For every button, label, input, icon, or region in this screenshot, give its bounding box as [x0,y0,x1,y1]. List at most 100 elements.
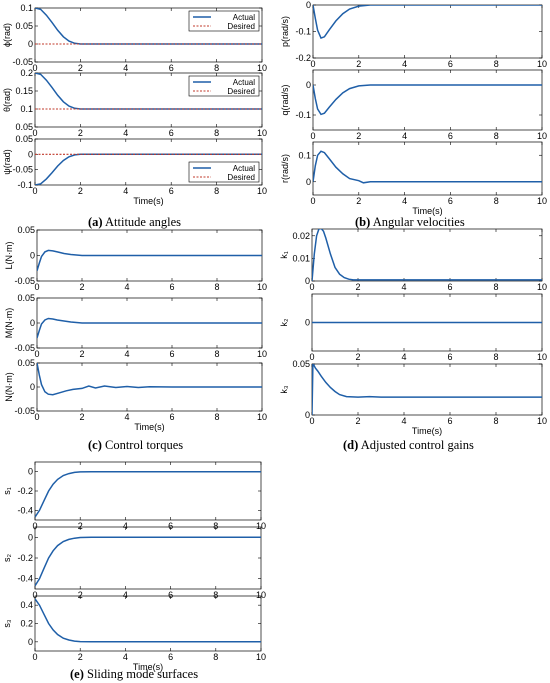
x-tick-label: 6 [447,282,452,292]
series-line-actual [35,470,261,518]
x-tick-label: 6 [169,63,174,73]
x-tick-label: 2 [79,282,84,292]
x-tick-label: 6 [169,349,174,359]
y-tick-label: -0.05 [14,276,35,286]
y-tick-label: 0 [28,532,33,542]
x-tick-label: 6 [448,59,453,69]
x-tick-label: 6 [448,196,453,206]
x-tick-label: 10 [537,59,547,69]
x-tick-label: 10 [257,349,267,359]
y-axis-label: k₃ [279,385,289,394]
x-tick-label: 4 [124,349,129,359]
x-tick-label: 4 [402,131,407,141]
x-tick-label: 10 [256,521,266,531]
x-tick-label: 10 [537,196,547,206]
x-tick-label: 8 [494,196,499,206]
x-tick-label: 8 [493,416,498,426]
x-axis-label: Time(s) [412,426,442,436]
y-tick-label: 0 [28,467,33,477]
axes-frame [312,69,543,131]
x-tick-label: 8 [214,186,219,196]
x-tick-label: 2 [355,352,360,362]
x-axis-label: Time(s) [412,206,442,216]
x-tick-label: 0 [34,349,39,359]
y-axis-label: r(rad/s) [280,154,290,183]
y-tick-label: 0.05 [17,358,35,368]
x-tick-label: 2 [356,131,361,141]
y-axis-label: N(N·m) [4,372,14,402]
x-tick-label: 10 [537,282,547,292]
y-tick-label: -0.2 [295,53,311,63]
x-tick-label: 0 [32,128,37,138]
y-tick-label: 0.1 [20,3,33,13]
caption-c-letter: (c) [88,438,102,452]
caption-a: (a) Attitude angles [88,215,181,230]
y-tick-label: 0.05 [17,225,35,235]
x-tick-label: 8 [493,352,498,362]
caption-c: (c) Control torques [88,438,183,453]
x-tick-label: 4 [123,186,128,196]
y-tick-label: -0.2 [17,486,33,496]
y-tick-label: -0.05 [14,406,35,416]
x-tick-label: 8 [214,412,219,422]
x-tick-label: 6 [169,282,174,292]
y-axis-label: ϕ(rad) [2,23,12,47]
y-axis-label: s₃ [2,619,12,628]
x-tick-label: 6 [447,352,452,362]
x-tick-label: 0 [32,652,37,662]
x-tick-label: 8 [213,590,218,600]
axes-frame [34,72,263,128]
x-tick-label: 4 [401,416,406,426]
x-tick-label: 4 [123,63,128,73]
series-line-actual [313,84,542,116]
y-tick-label: 0.05 [15,21,33,31]
x-tick-label: 4 [402,59,407,69]
x-tick-label: 10 [257,63,267,73]
series-line-actual [35,536,261,587]
legend-box [188,10,260,32]
caption-a-text: Attitude angles [102,215,182,229]
caption-e-letter: (e) [70,667,84,681]
x-tick-label: 2 [78,521,83,531]
x-tick-label: 2 [79,412,84,422]
x-tick-label: 10 [537,352,547,362]
x-tick-label: 4 [123,521,128,531]
subplot-b1: 0 2 4 6 8 10 -0.2 -0.1 0 p(rad/s) [280,0,547,69]
x-tick-label: 6 [447,416,452,426]
y-axis-label: ψ(rad) [2,149,12,174]
legend-actual-label: Actual [233,78,255,87]
x-tick-label: 2 [78,63,83,73]
x-tick-label: 4 [402,196,407,206]
x-tick-label: 2 [355,416,360,426]
x-tick-label: 8 [213,652,218,662]
y-tick-label: 0.1 [298,150,311,160]
x-tick-label: 10 [257,186,267,196]
subplot-a3: 0 2 4 6 8 10 -0.1 -0.05 0 0.05ψ(rad) Time(s) Actual… [2,134,267,206]
y-tick-label: -0.1 [17,180,33,190]
y-tick-label: 0 [306,0,311,10]
x-tick-label: 0 [32,63,37,73]
x-tick-label: 4 [401,352,406,362]
subplot-d3: 0 2 4 6 8 10 0 0.05 k₃ Time(s) [279,359,547,436]
x-axis-label: Time(s) [133,196,163,206]
x-tick-label: 10 [537,131,547,141]
y-tick-label: -0.1 [295,27,311,37]
x-tick-label: 0 [309,416,314,426]
x-tick-label: 2 [78,128,83,138]
x-tick-label: 8 [494,131,499,141]
y-tick-label: 0 [28,637,33,647]
y-tick-label: 0.05 [17,293,35,303]
series-line-actual [37,317,262,339]
x-tick-label: 0 [310,131,315,141]
y-tick-label: -0.05 [14,343,35,353]
x-tick-label: 6 [169,128,174,138]
x-tick-label: 4 [123,590,128,600]
caption-d-text: Adjusted control gains [358,438,474,452]
series-line-actual [37,363,262,396]
x-tick-label: 0 [309,352,314,362]
y-axis-label: p(rad/s) [280,16,290,47]
y-tick-label: -0.2 [17,553,33,563]
